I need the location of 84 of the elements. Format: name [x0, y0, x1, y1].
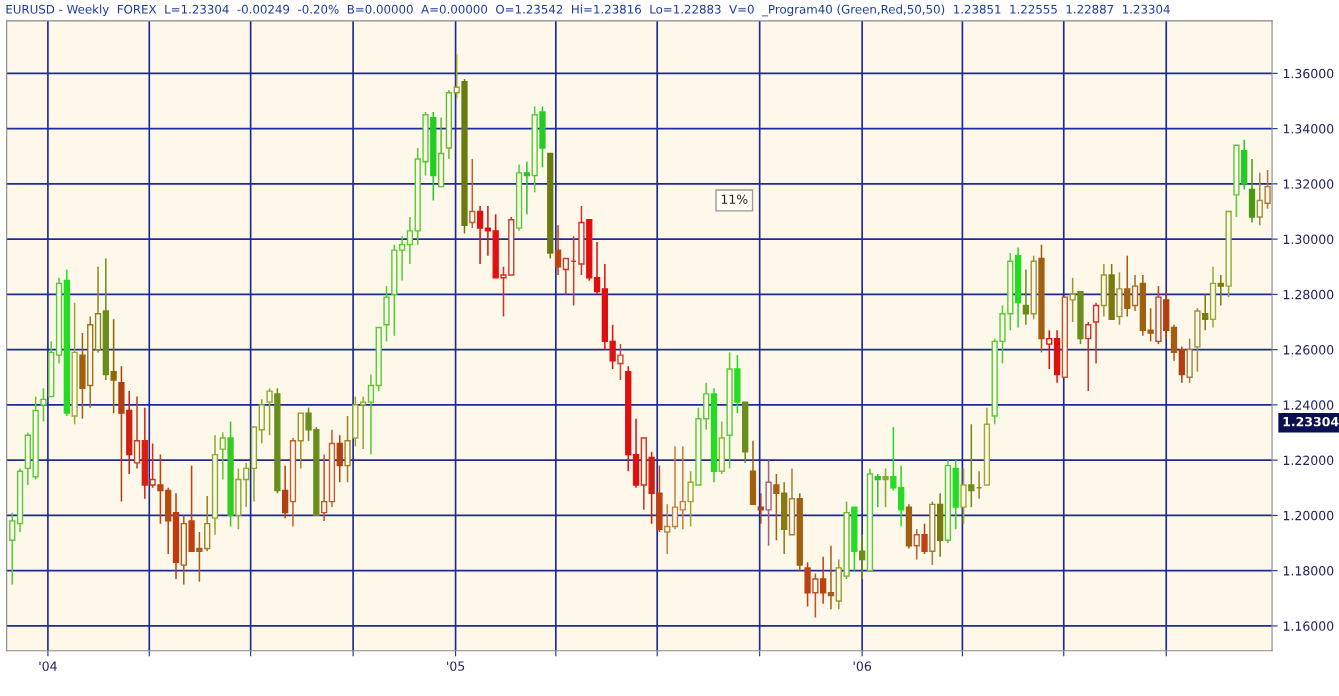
candlestick: [1100, 263, 1108, 318]
candlestick: [24, 431, 32, 486]
candlestick: [94, 265, 102, 354]
candlestick: [126, 390, 133, 475]
candlestick: [1209, 265, 1217, 329]
candlestick: [671, 445, 679, 530]
y-tick-label: 1.18000: [1283, 566, 1334, 576]
candlestick: [1241, 138, 1248, 191]
candlestick: [63, 268, 70, 417]
candlestick: [1170, 324, 1178, 362]
candlestick: [1217, 274, 1224, 307]
y-tick-label: 1.20000: [1283, 510, 1334, 521]
candlestick: [328, 428, 336, 508]
y-tick-label: 1.32000: [1283, 179, 1334, 189]
candlestick: [718, 420, 725, 475]
candlestick: [1131, 274, 1139, 312]
y-tick-label: 1.34000: [1283, 124, 1334, 134]
candlestick: [781, 481, 788, 555]
candlestick: [172, 492, 180, 580]
x-tick-label: '06: [853, 661, 872, 671]
candlestick: [110, 318, 117, 414]
candlestick: [55, 277, 63, 365]
candlestick: [1053, 329, 1061, 384]
candlestick: [1248, 158, 1256, 224]
x-tick-label: '05: [447, 661, 465, 671]
candlestick: [1163, 290, 1170, 340]
candlestick: [1022, 268, 1030, 326]
candlestick: [664, 503, 671, 555]
candlestick: [258, 398, 265, 445]
candlestick: [1014, 246, 1022, 329]
candlestick: [16, 467, 24, 533]
y-tick-label: 1.24000: [1283, 400, 1334, 410]
candlestick: [321, 453, 328, 522]
candlestick: [859, 533, 866, 580]
candlestick: [445, 89, 453, 160]
candlestick: [406, 216, 414, 265]
candlestick: [102, 257, 109, 381]
y-tick-label: 1.36000: [1283, 68, 1334, 79]
candlestick: [141, 406, 148, 500]
y-tick-label: 1.26000: [1283, 345, 1334, 355]
candlestick: [515, 163, 523, 232]
candlestick: [936, 492, 944, 558]
candlestick: [796, 492, 803, 572]
candlestick: [398, 235, 406, 282]
candlestick: [484, 205, 492, 257]
candlestick: [219, 431, 226, 481]
candlestick: [820, 556, 827, 605]
candlestick: [133, 395, 141, 470]
candlestick: [289, 437, 297, 528]
candlestick: [1202, 293, 1209, 332]
candlestick: [476, 205, 484, 265]
candlestick: [282, 464, 289, 519]
chart-title: EURUSD - Weekly FOREX L=1.23304 -0.00249 -0.20% B=0.00000 A=0.00000 O=1.23542 Hi=1.23816 Lo=1.22883 V=0 _Program40 (Green,Red,50,50) 1.23851 1.22555 1.22887 1.23304: [6, 4, 1170, 17]
candlestick: [554, 224, 562, 276]
candlestick: [367, 373, 375, 456]
candlestick: [87, 315, 94, 409]
candlestick: [710, 387, 718, 484]
annotation: 11%: [721, 194, 748, 205]
candlestick: [827, 545, 835, 611]
candlestick: [765, 459, 772, 547]
x-tick-label: '04: [39, 661, 57, 671]
candlestick: [1092, 301, 1100, 365]
y-tick-label: 1.28000: [1283, 289, 1334, 300]
candlestick: [336, 434, 343, 484]
y-tick-label: 1.30000: [1283, 234, 1334, 245]
candlestick: [1124, 254, 1131, 318]
y-tick-label: 1.22000: [1283, 455, 1334, 466]
text: 1.23304: [1283, 416, 1339, 427]
candlestick: [757, 492, 764, 525]
candlestick: [625, 365, 632, 472]
candlestick: [79, 332, 86, 420]
candlestick: [1178, 346, 1185, 384]
candlestick: [905, 503, 913, 550]
candlestick: [593, 241, 601, 296]
y-tick-label: 1.16000: [1283, 621, 1334, 631]
candlestick: [1085, 321, 1092, 392]
candlestick: [211, 434, 219, 536]
candlestick: [180, 514, 187, 586]
candlestick: [359, 395, 367, 450]
candlestick: [897, 464, 905, 528]
candlestick: [944, 459, 952, 544]
candlestick: [204, 495, 211, 553]
candlestick: [632, 417, 640, 489]
candlestick: [523, 161, 531, 216]
